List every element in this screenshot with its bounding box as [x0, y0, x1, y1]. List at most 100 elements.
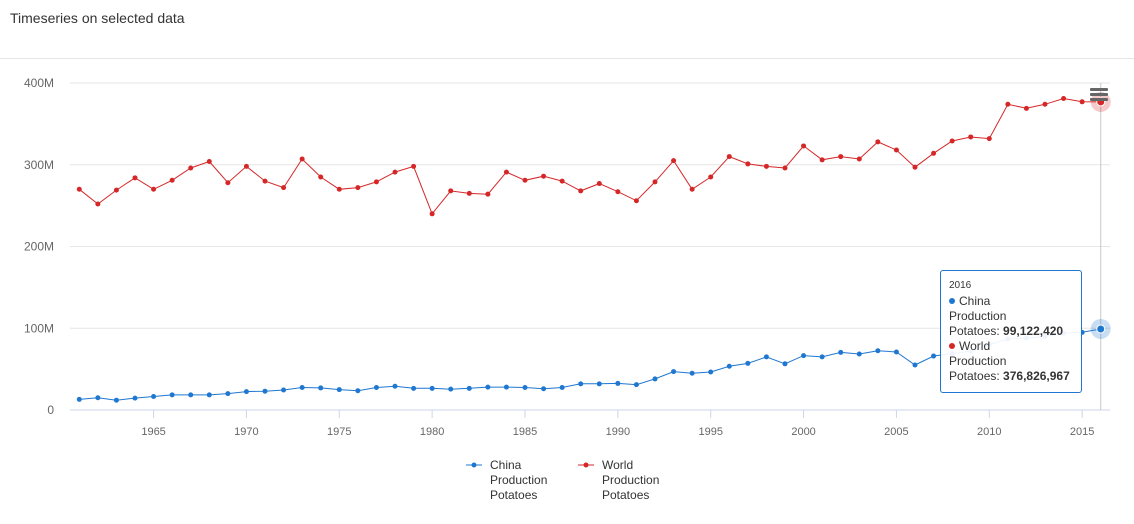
- data-point[interactable]: [949, 138, 955, 144]
- data-point[interactable]: [355, 388, 361, 394]
- data-point[interactable]: [522, 177, 528, 183]
- data-point[interactable]: [1061, 96, 1067, 102]
- data-point[interactable]: [578, 381, 584, 387]
- data-point[interactable]: [856, 156, 862, 162]
- data-point[interactable]: [671, 158, 677, 164]
- data-point[interactable]: [151, 186, 157, 192]
- data-point[interactable]: [392, 169, 398, 175]
- data-point[interactable]: [559, 178, 565, 184]
- data-point[interactable]: [206, 392, 212, 398]
- data-point[interactable]: [243, 389, 249, 395]
- data-point[interactable]: [559, 385, 565, 391]
- data-point[interactable]: [373, 385, 379, 391]
- data-point[interactable]: [763, 163, 769, 169]
- data-point[interactable]: [132, 395, 138, 401]
- data-point[interactable]: [615, 189, 621, 195]
- data-point[interactable]: [801, 353, 807, 359]
- data-point[interactable]: [782, 361, 788, 367]
- data-point[interactable]: [912, 164, 918, 170]
- data-point[interactable]: [856, 351, 862, 357]
- data-point[interactable]: [448, 386, 454, 392]
- data-point[interactable]: [522, 385, 528, 391]
- data-point[interactable]: [76, 396, 82, 402]
- data-point[interactable]: [541, 173, 547, 179]
- data-point[interactable]: [262, 178, 268, 184]
- data-point[interactable]: [299, 385, 305, 391]
- data-point[interactable]: [206, 158, 212, 164]
- data-point[interactable]: [893, 349, 899, 355]
- data-point[interactable]: [763, 354, 769, 360]
- data-point[interactable]: [689, 370, 695, 376]
- data-point[interactable]: [745, 161, 751, 167]
- data-point[interactable]: [132, 175, 138, 181]
- data-point[interactable]: [281, 185, 287, 191]
- data-point[interactable]: [466, 190, 472, 196]
- data-point[interactable]: [726, 363, 732, 369]
- data-point[interactable]: [912, 362, 918, 368]
- data-point[interactable]: [113, 397, 119, 403]
- data-point[interactable]: [689, 186, 695, 192]
- data-point[interactable]: [708, 369, 714, 375]
- data-point[interactable]: [95, 201, 101, 207]
- data-point[interactable]: [318, 385, 324, 391]
- data-point[interactable]: [801, 143, 807, 149]
- data-point[interactable]: [503, 384, 509, 390]
- data-point[interactable]: [633, 382, 639, 388]
- data-point[interactable]: [838, 154, 844, 160]
- data-point[interactable]: [151, 394, 157, 400]
- data-point[interactable]: [615, 380, 621, 386]
- data-point[interactable]: [596, 181, 602, 187]
- data-point[interactable]: [243, 163, 249, 169]
- data-point[interactable]: [726, 154, 732, 160]
- data-point[interactable]: [336, 387, 342, 393]
- data-point[interactable]: [373, 179, 379, 185]
- data-point[interactable]: [466, 385, 472, 391]
- data-point[interactable]: [652, 376, 658, 382]
- data-point[interactable]: [429, 211, 435, 217]
- data-point[interactable]: [448, 188, 454, 194]
- data-point[interactable]: [485, 384, 491, 390]
- data-point[interactable]: [838, 349, 844, 355]
- data-point[interactable]: [1023, 105, 1029, 111]
- data-point[interactable]: [782, 165, 788, 171]
- data-point[interactable]: [76, 186, 82, 192]
- data-point[interactable]: [485, 191, 491, 197]
- data-point[interactable]: [411, 163, 417, 169]
- data-point[interactable]: [931, 150, 937, 156]
- data-point[interactable]: [299, 156, 305, 162]
- data-point[interactable]: [169, 392, 175, 398]
- data-point[interactable]: [745, 360, 751, 366]
- data-point[interactable]: [188, 392, 194, 398]
- data-point[interactable]: [113, 187, 119, 193]
- chart-menu-button[interactable]: [1090, 88, 1108, 102]
- data-point[interactable]: [652, 179, 658, 185]
- data-point[interactable]: [355, 185, 361, 191]
- data-point[interactable]: [503, 169, 509, 175]
- data-point[interactable]: [411, 385, 417, 391]
- data-point[interactable]: [875, 348, 881, 354]
- data-point[interactable]: [596, 381, 602, 387]
- data-point[interactable]: [1079, 99, 1085, 105]
- data-point[interactable]: [633, 198, 639, 204]
- data-point[interactable]: [968, 134, 974, 140]
- data-point[interactable]: [225, 180, 231, 186]
- data-point[interactable]: [225, 391, 231, 397]
- data-point[interactable]: [931, 353, 937, 359]
- data-point[interactable]: [819, 157, 825, 163]
- data-point[interactable]: [262, 388, 268, 394]
- data-point[interactable]: [541, 386, 547, 392]
- data-point[interactable]: [169, 177, 175, 183]
- data-point[interactable]: [671, 369, 677, 375]
- data-point-hovered[interactable]: [1096, 324, 1106, 334]
- data-point[interactable]: [392, 383, 398, 389]
- data-point[interactable]: [819, 354, 825, 360]
- data-point[interactable]: [336, 186, 342, 192]
- data-point[interactable]: [708, 174, 714, 180]
- data-point[interactable]: [281, 387, 287, 393]
- data-point[interactable]: [318, 174, 324, 180]
- data-point[interactable]: [1005, 101, 1011, 107]
- data-point[interactable]: [578, 188, 584, 194]
- data-point[interactable]: [1042, 101, 1048, 107]
